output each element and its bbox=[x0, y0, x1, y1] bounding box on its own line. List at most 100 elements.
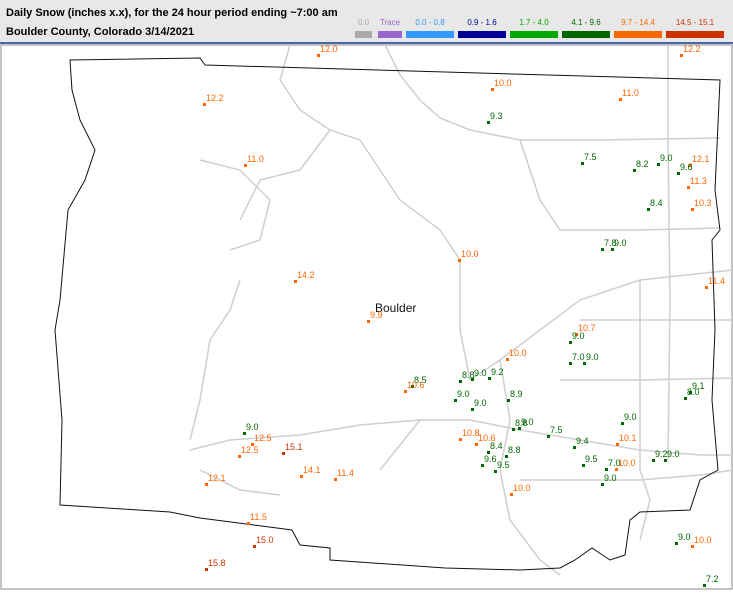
station-dot bbox=[691, 545, 694, 548]
station-dot bbox=[459, 380, 462, 383]
station-value: 15.8 bbox=[208, 558, 226, 568]
station-dot bbox=[691, 208, 694, 211]
station-dot bbox=[471, 378, 474, 381]
station-dot bbox=[633, 169, 636, 172]
legend-swatch bbox=[666, 31, 724, 38]
station-dot bbox=[459, 438, 462, 441]
station-value: 14.1 bbox=[303, 465, 321, 475]
station-dot bbox=[652, 459, 655, 462]
station-dot bbox=[512, 428, 515, 431]
station-dot bbox=[475, 443, 478, 446]
legend-swatch bbox=[614, 31, 662, 38]
station-value: 8.8 bbox=[515, 418, 528, 428]
station-dot bbox=[300, 475, 303, 478]
station-value: 9.0 bbox=[667, 449, 680, 459]
station-dot bbox=[491, 88, 494, 91]
station-value: 7.8 bbox=[604, 238, 617, 248]
title: Daily Snow (inches x.x), for the 24 hour… bbox=[6, 7, 338, 19]
station-value: 8.5 bbox=[414, 375, 427, 385]
station-value: 9.6 bbox=[680, 162, 693, 172]
station-dot bbox=[684, 397, 687, 400]
station-dot bbox=[294, 280, 297, 283]
station-value: 9.6 bbox=[484, 454, 497, 464]
station-dot bbox=[487, 451, 490, 454]
station-dot bbox=[367, 320, 370, 323]
station-value: 9.0 bbox=[614, 238, 627, 248]
station-dot bbox=[619, 98, 622, 101]
legend-swatch bbox=[406, 31, 454, 38]
legend-swatch bbox=[562, 31, 610, 38]
station-value: 10.0 bbox=[513, 483, 531, 493]
station-dot bbox=[616, 443, 619, 446]
station-value: 7.5 bbox=[550, 425, 563, 435]
station-dot bbox=[575, 333, 578, 336]
station-value: 12.0 bbox=[320, 44, 338, 54]
station-value: 9.3 bbox=[490, 111, 503, 121]
legend-swatch bbox=[510, 31, 558, 38]
station-value: 11.4 bbox=[708, 276, 725, 286]
station-dot bbox=[507, 399, 510, 402]
station-dot bbox=[705, 286, 708, 289]
station-dot bbox=[569, 362, 572, 365]
station-dot bbox=[581, 162, 584, 165]
station-value: 9.5 bbox=[497, 460, 510, 470]
station-dot bbox=[454, 399, 457, 402]
place-label: Boulder bbox=[375, 301, 416, 315]
station-value: 9.2 bbox=[655, 449, 668, 459]
station-dot bbox=[458, 259, 461, 262]
station-dot bbox=[573, 446, 576, 449]
station-dot bbox=[244, 164, 247, 167]
station-value: 9.2 bbox=[491, 367, 504, 377]
station-dot bbox=[680, 54, 683, 57]
station-value: 8.2 bbox=[636, 159, 649, 169]
station-dot bbox=[282, 452, 285, 455]
station-dot bbox=[506, 358, 509, 361]
station-dot bbox=[664, 459, 667, 462]
station-value: 12.2 bbox=[683, 44, 701, 54]
station-value: 12.1 bbox=[692, 154, 710, 164]
station-dot bbox=[334, 478, 337, 481]
station-value: 8.8 bbox=[462, 370, 475, 380]
legend-label: 9.7 - 14.4 bbox=[621, 18, 655, 27]
station-value: 10.0 bbox=[509, 348, 527, 358]
station-value: 15.1 bbox=[285, 442, 303, 452]
station-dot bbox=[205, 483, 208, 486]
station-dot bbox=[677, 172, 680, 175]
station-dot bbox=[487, 121, 490, 124]
station-dot bbox=[488, 377, 491, 380]
station-dot bbox=[411, 385, 414, 388]
station-value: 8.4 bbox=[650, 198, 663, 208]
legend-swatch bbox=[355, 31, 372, 38]
station-dot bbox=[689, 164, 692, 167]
station-value: 11.0 bbox=[622, 88, 639, 98]
station-dot bbox=[601, 248, 604, 251]
station-value: 8.4 bbox=[490, 441, 503, 451]
station-value: 10.0 bbox=[494, 78, 512, 88]
station-value: 7.2 bbox=[706, 574, 719, 584]
station-value: 10.6 bbox=[407, 380, 425, 390]
station-value: 12.5 bbox=[241, 445, 259, 455]
legend-label: 0.0 - 0.8 bbox=[415, 18, 445, 27]
legend-label: 0.0 bbox=[358, 18, 370, 27]
legend-label: 14.5 - 15.1 bbox=[676, 18, 715, 27]
station-dot bbox=[238, 455, 241, 458]
station-dot bbox=[615, 468, 618, 471]
station-value: 10.3 bbox=[694, 198, 712, 208]
station-value: 12.2 bbox=[206, 93, 224, 103]
legend-label: 0.9 - 1.6 bbox=[467, 18, 497, 27]
station-value: 9.5 bbox=[585, 454, 598, 464]
station-value: 9.0 bbox=[474, 368, 487, 378]
station-dot bbox=[703, 584, 706, 587]
station-dot bbox=[471, 408, 474, 411]
legend-label: 4.1 - 9.6 bbox=[571, 18, 601, 27]
station-dot bbox=[505, 455, 508, 458]
station-dot bbox=[253, 545, 256, 548]
roads bbox=[189, 44, 733, 576]
station-dot bbox=[404, 390, 407, 393]
station-value: 7.0 bbox=[608, 458, 621, 468]
station-dot bbox=[647, 208, 650, 211]
station-dot bbox=[203, 103, 206, 106]
station-dot bbox=[689, 391, 692, 394]
station-dot bbox=[601, 483, 604, 486]
